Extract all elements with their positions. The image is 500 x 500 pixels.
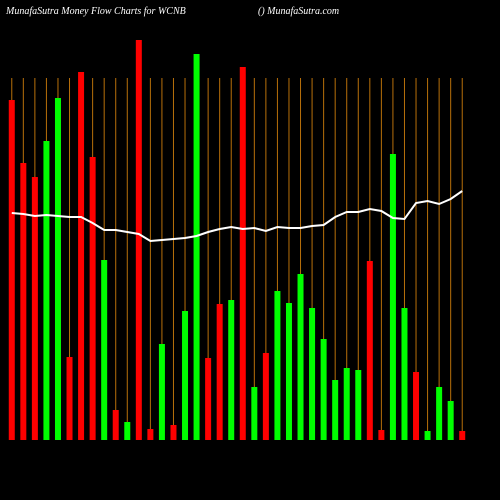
bar bbox=[355, 370, 362, 440]
bar bbox=[262, 353, 269, 440]
bar bbox=[343, 368, 350, 440]
bar bbox=[193, 54, 200, 440]
bar bbox=[170, 425, 177, 440]
bar bbox=[89, 157, 96, 440]
bar bbox=[182, 311, 189, 440]
bar bbox=[124, 422, 131, 440]
bar bbox=[401, 308, 408, 440]
bar bbox=[332, 380, 339, 440]
bar bbox=[309, 308, 316, 440]
bar bbox=[20, 163, 27, 440]
bar bbox=[285, 303, 292, 440]
bar bbox=[378, 430, 385, 440]
bar bbox=[112, 410, 119, 440]
bar bbox=[135, 40, 142, 440]
bar bbox=[8, 100, 15, 440]
chart-subtitle: () MunafaSutra.com bbox=[258, 6, 339, 17]
bar bbox=[43, 141, 50, 440]
bar bbox=[413, 372, 420, 440]
bar bbox=[228, 300, 235, 440]
line bbox=[11, 190, 463, 243]
bar bbox=[251, 387, 258, 440]
bar bbox=[101, 260, 108, 440]
bar bbox=[31, 177, 38, 440]
bar bbox=[147, 429, 154, 440]
bar bbox=[447, 401, 454, 440]
bar bbox=[366, 261, 373, 440]
bar bbox=[54, 98, 61, 440]
bar bbox=[436, 387, 443, 440]
bar bbox=[205, 358, 212, 440]
bar bbox=[158, 344, 165, 440]
bar bbox=[459, 431, 466, 440]
bar bbox=[66, 357, 73, 440]
bar bbox=[320, 339, 327, 440]
bar bbox=[274, 291, 281, 440]
bar bbox=[297, 274, 304, 440]
bar bbox=[216, 304, 223, 440]
bar bbox=[78, 72, 85, 440]
bar bbox=[424, 431, 431, 440]
chart-title: MunafaSutra Money Flow Charts for WCNB bbox=[5, 6, 186, 17]
bar bbox=[239, 67, 246, 440]
bar bbox=[389, 154, 396, 440]
